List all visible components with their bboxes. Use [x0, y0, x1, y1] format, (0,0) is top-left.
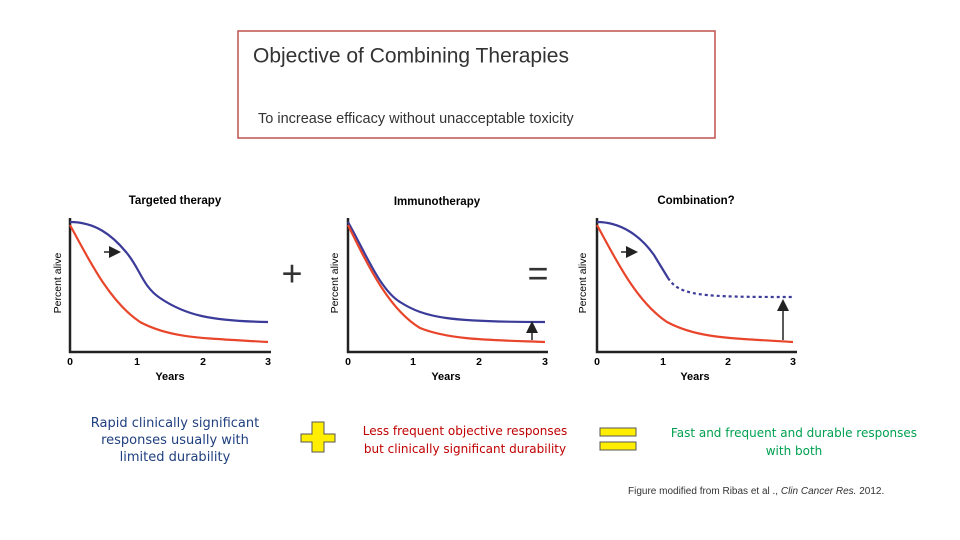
curve	[596, 224, 794, 344]
x-tick-label: 3	[790, 356, 796, 368]
x-tick-label: 2	[725, 356, 731, 368]
curve	[596, 220, 669, 279]
source-journal: Clin Cancer Res.	[781, 486, 857, 497]
x-tick-label: 3	[265, 356, 271, 368]
x-tick-label: 0	[345, 356, 351, 368]
title-box	[237, 30, 716, 139]
x-label: Years	[155, 371, 184, 383]
title: Objective of Combining Therapies	[253, 45, 569, 68]
operator: =	[527, 253, 548, 294]
source-year: 2012.	[856, 486, 884, 497]
panel: Immunotherapy Percent alive 0 1 2 3 Year…	[329, 196, 548, 383]
curve	[347, 221, 546, 324]
x-tick-label: 1	[410, 356, 416, 368]
curve	[347, 224, 546, 344]
panel: Combination? Percent alive 0 1 2 3 Years	[577, 195, 797, 383]
x-tick-label: 0	[594, 356, 600, 368]
curve	[69, 224, 269, 344]
x-label: Years	[680, 371, 709, 383]
x-tick-label: 0	[67, 356, 73, 368]
y-label: Percent alive	[577, 252, 589, 313]
source: Figure modified from Ribas et al ., Clin…	[628, 486, 884, 497]
x-label: Years	[431, 371, 460, 383]
panel: Targeted therapy Percent alive 0 1 2 3 Y…	[52, 195, 271, 383]
y-label: Percent alive	[329, 252, 341, 313]
plus-icon	[300, 421, 336, 453]
y-label: Percent alive	[52, 252, 64, 313]
operator: +	[281, 253, 302, 294]
panel-title: Combination?	[657, 195, 734, 207]
caption: Rapid clinically significant responses u…	[90, 416, 260, 465]
x-tick-label: 2	[476, 356, 482, 368]
caption: Less frequent objective responses but cl…	[362, 424, 568, 456]
x-tick-label: 1	[660, 356, 666, 368]
x-tick-label: 3	[542, 356, 548, 368]
source-text: Figure modified from Ribas et al .,	[628, 486, 781, 497]
subtitle: To increase efficacy without unacceptabl…	[258, 111, 574, 127]
equals-icon	[599, 441, 637, 451]
equals-icon	[599, 427, 637, 437]
panel-title: Targeted therapy	[129, 195, 222, 207]
curve-projected	[667, 277, 794, 299]
curve	[69, 220, 269, 324]
x-tick-label: 2	[200, 356, 206, 368]
x-tick-label: 1	[134, 356, 140, 368]
panel-title: Immunotherapy	[394, 196, 481, 208]
caption: Fast and frequent and durable responses …	[670, 426, 918, 458]
